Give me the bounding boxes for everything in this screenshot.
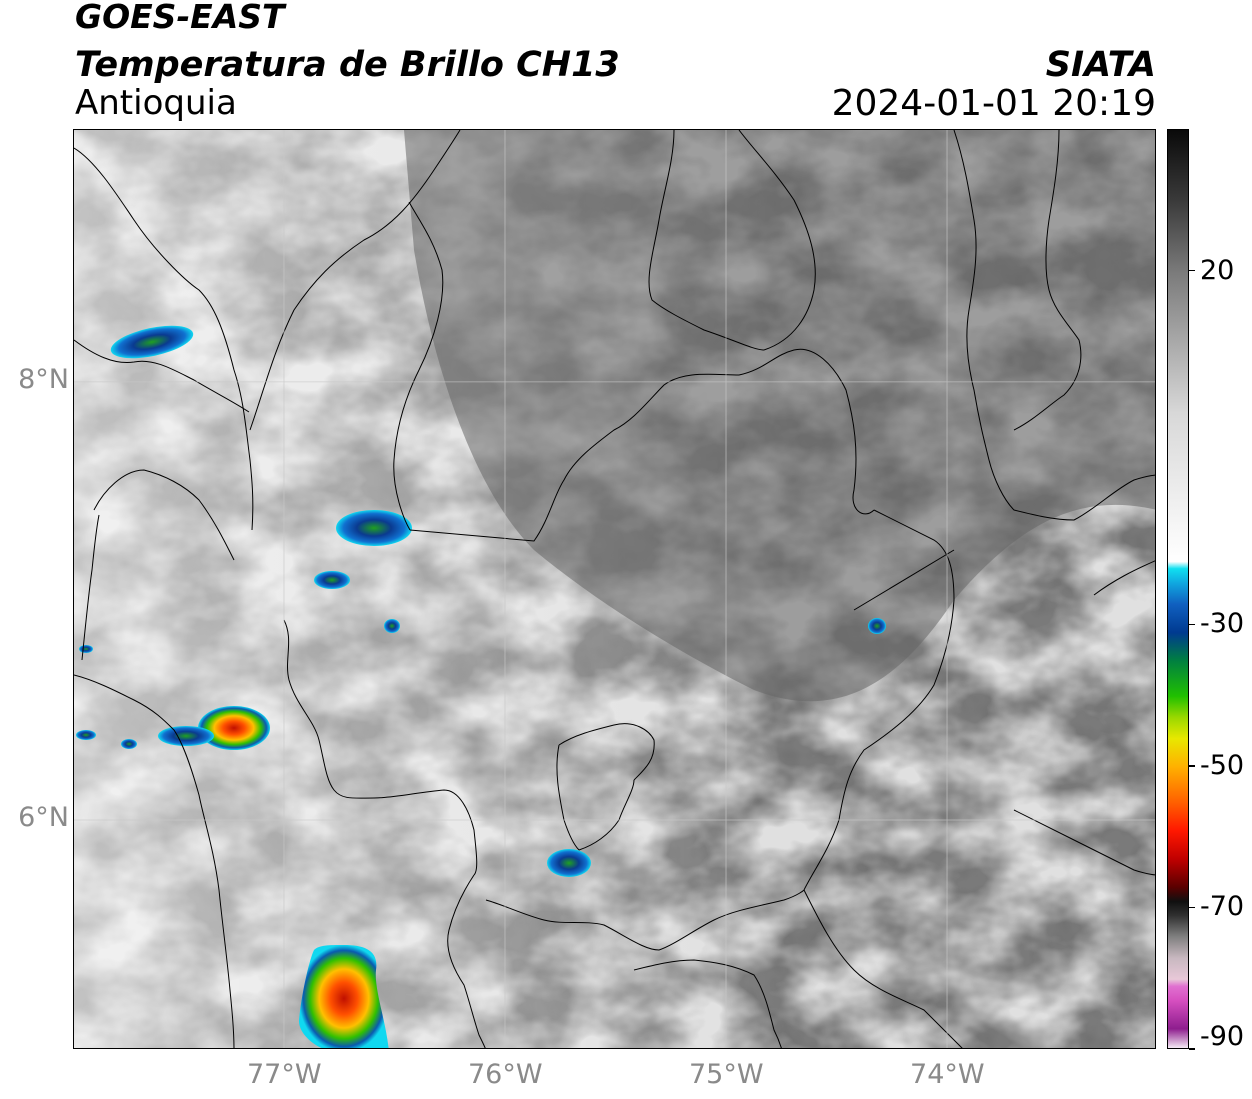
convective-cell [76,730,96,740]
colorbar-tick-mark [1189,765,1195,767]
lon-tick-label: 76°W [467,1059,543,1090]
warm-surface-region [404,130,1155,702]
convective-cell [314,571,350,589]
lon-tick-label: 75°W [689,1059,764,1090]
convective-cell [547,849,591,877]
lon-tick-label: 77°W [246,1059,322,1090]
colorbar-tick-label: -90 [1200,1021,1245,1052]
colorbar-tick-mark [1189,623,1195,626]
convective-cell [158,726,214,746]
colorbar-tick-mark [1189,906,1195,909]
lon-tick-label: 74°W [910,1059,985,1090]
colorbar-tick-label: -70 [1200,891,1245,923]
product-title: Temperatura de Brillo CH13 [75,45,620,85]
colorbar-tick-label: -30 [1200,608,1245,640]
colorbar [1167,129,1189,1049]
convective-cell [868,618,886,634]
colorbar-tick-mark [1189,269,1195,272]
organization-label: SIATA [1045,45,1156,85]
map-canvas [74,130,1155,1048]
colorbar-tick-mark [1189,1048,1195,1050]
convective-cell [121,739,137,749]
colorbar-tick-label: -50 [1200,749,1245,781]
colorbar-fill [1168,130,1188,1048]
map-gridlines [74,130,1155,1048]
convective-cell [298,945,389,1048]
timestamp-label: 2024-01-01 20:19 [831,83,1156,124]
convective-cell [79,645,93,653]
lat-tick-label: 8°N [18,363,69,395]
region-label: Antioquia [75,83,237,123]
lat-tick-label: 6°N [18,802,69,833]
convective-cell [198,706,270,750]
convective-cell [336,510,412,546]
convective-cell [110,325,194,359]
colorbar-scale [1168,130,1188,1048]
satellite-map[interactable] [73,129,1156,1049]
colorbar-tick-label: 20 [1200,254,1235,286]
convective-cell [384,619,400,633]
satellite-title: GOES-EAST [75,0,285,36]
